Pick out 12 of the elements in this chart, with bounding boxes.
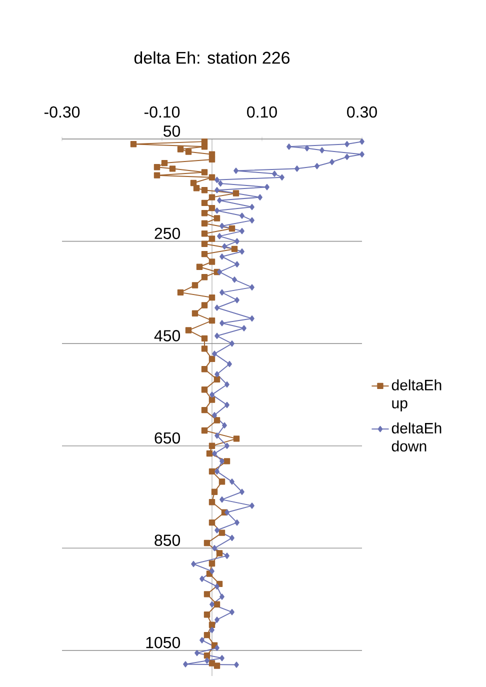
legend-label: deltaEh down	[392, 422, 442, 452]
y-tick-label: 650	[154, 432, 180, 444]
y-tick-label: 1050	[146, 636, 180, 648]
chart-title: delta Eh: station 226	[134, 51, 290, 64]
x-tick-label: 0.10	[247, 106, 277, 118]
y-tick-label: 850	[154, 534, 180, 546]
y-tick-label: 50	[164, 125, 180, 137]
y-tick-label: 250	[154, 228, 180, 240]
x-tick-label: -0.10	[144, 106, 180, 118]
x-tick-label: -0.30	[44, 106, 80, 118]
x-tick-label: 0.30	[347, 106, 377, 118]
y-tick-label: 450	[154, 330, 180, 342]
